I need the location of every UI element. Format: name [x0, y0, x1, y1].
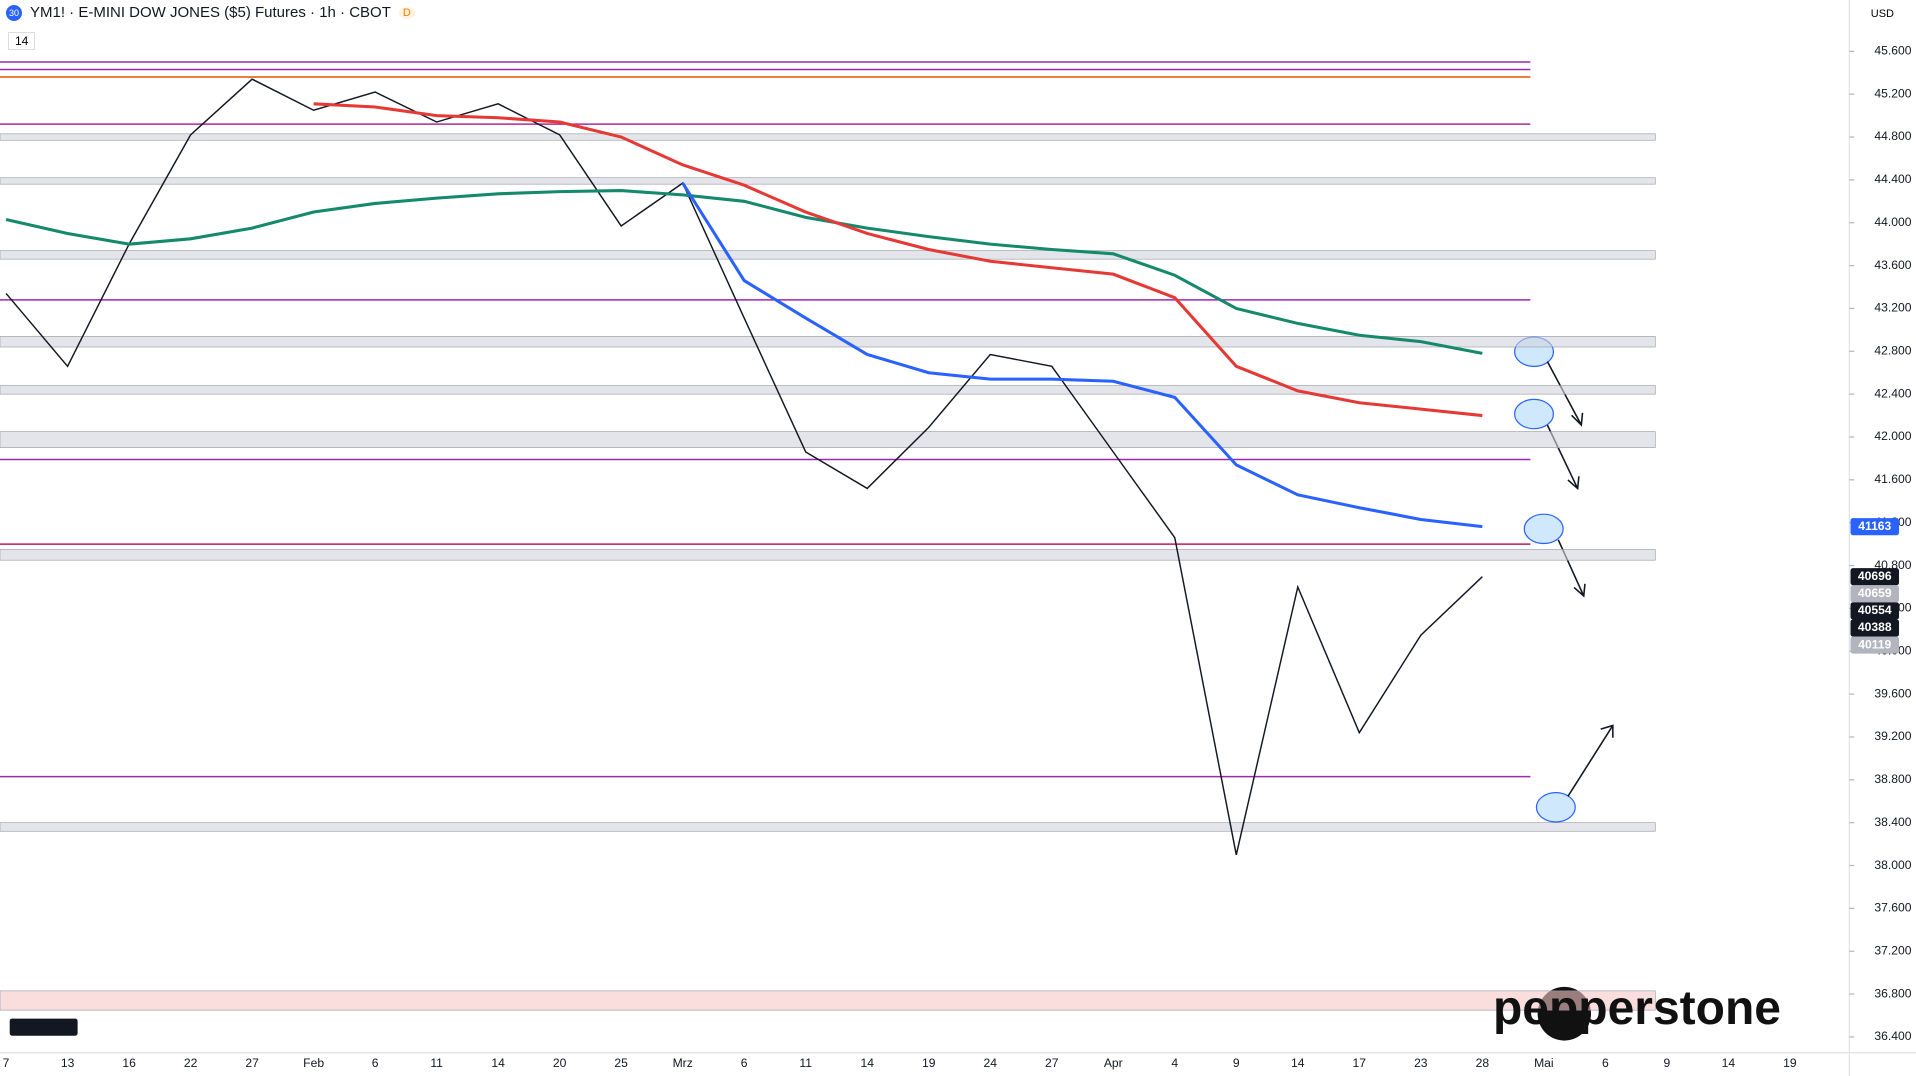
y-tick-label: 45.600 [1874, 44, 1911, 58]
price-tag-label: 41163 [1858, 519, 1891, 533]
y-tick-label: 39.200 [1874, 729, 1911, 743]
indicator[interactable]: 14 [8, 32, 36, 50]
price-tag [1850, 518, 1900, 536]
zone [0, 177, 1656, 185]
price-tag [1850, 602, 1900, 620]
x-tick-label: 14 [860, 1056, 874, 1070]
y-tick-label: 37.200 [1874, 943, 1911, 957]
price-tag [1850, 568, 1900, 586]
x-tick-label: 11 [799, 1056, 812, 1070]
annotations [1514, 336, 1576, 823]
x-tick-label: 20 [553, 1056, 567, 1070]
y-tick-label: 43.200 [1874, 301, 1911, 315]
x-tick-label: Apr [1104, 1056, 1123, 1070]
x-tick-label: 13 [61, 1056, 75, 1070]
x-tick-label: 28 [1476, 1056, 1490, 1070]
x-tick-label: 14 [491, 1056, 505, 1070]
y-tick-label: 44.000 [1874, 215, 1911, 229]
x-tick-label: 25 [614, 1056, 628, 1070]
zone [0, 990, 1656, 1011]
x-tick-label: 6 [372, 1056, 379, 1070]
x-tick-label: 24 [983, 1056, 997, 1070]
series-line [313, 102, 1483, 418]
x-tick-label: Feb [303, 1056, 324, 1070]
series-line [5, 189, 1483, 355]
zone [0, 385, 1656, 395]
y-tick-label: 36.400 [1874, 1029, 1911, 1043]
price-tag-label: 40659 [1858, 586, 1892, 600]
x-tick-label: 11 [430, 1056, 443, 1070]
x-tick-label: 16 [122, 1056, 136, 1070]
y-tick-label: 42.800 [1874, 343, 1911, 357]
zone [0, 822, 1656, 832]
x-tick-label: 17 [1353, 1056, 1367, 1070]
y-tick-label: 43.600 [1874, 258, 1911, 272]
y-tick-label: 42.000 [1874, 429, 1911, 443]
flag: D [398, 6, 415, 19]
arrows [1546, 361, 1614, 797]
x-tick-label: 9 [1663, 1056, 1670, 1070]
price-tag-label: 40696 [1858, 569, 1892, 583]
y-tick-label: 44.400 [1874, 172, 1911, 186]
x-tick-label: 9 [1233, 1056, 1240, 1070]
zone [0, 431, 1656, 449]
x-tick-label: 14 [1291, 1056, 1305, 1070]
x-tick-label: 6 [741, 1056, 748, 1070]
price-tag [1850, 585, 1900, 603]
header: 30 YM1! · E-MINI DOW JONES ($5) Futures … [6, 4, 415, 21]
price-tag-label: 40554 [1858, 603, 1892, 617]
x-tick-label: 23 [1414, 1056, 1428, 1070]
x-tick-label: 4 [1171, 1056, 1178, 1070]
x-tick-label: 27 [245, 1056, 259, 1070]
y-tick-label: 42.400 [1874, 386, 1911, 400]
y-tick-label: 38.000 [1874, 858, 1911, 872]
zone [0, 549, 1656, 561]
zone [0, 335, 1656, 348]
series-line [5, 78, 1483, 855]
brand: pepperstone [1492, 982, 1781, 1035]
x-tick-label: Mrz [673, 1056, 693, 1070]
x-tick-label: 22 [184, 1056, 198, 1070]
x-tick-label: 14 [1722, 1056, 1736, 1070]
price-tag-label: 40119 [1858, 637, 1891, 651]
x-tick-label: 27 [1045, 1056, 1059, 1070]
zone [0, 250, 1656, 260]
x-tick-label: 6 [1602, 1056, 1609, 1070]
x-tick-label: Mai [1534, 1056, 1554, 1070]
price-tag-label: 40388 [1858, 620, 1892, 634]
y-tick-label: 38.400 [1874, 815, 1911, 829]
currency[interactable]: USD [1870, 8, 1894, 20]
tv-logo [9, 1018, 78, 1036]
badge: 30 [6, 4, 22, 21]
y-tick-label: 44.800 [1874, 129, 1911, 143]
y-tick-label: 37.600 [1874, 901, 1911, 915]
y-tick-label: 38.800 [1874, 772, 1911, 786]
zone [0, 133, 1656, 141]
y-tick-label: 36.800 [1874, 986, 1911, 1000]
y-tick-label: 41.600 [1874, 472, 1911, 486]
x-tick-label: 7 [3, 1056, 10, 1070]
y-tick-label: 45.200 [1874, 86, 1911, 100]
title: YM1! · E-MINI DOW JONES ($5) Futures · 1… [30, 4, 391, 21]
y-tick-label: 39.600 [1874, 686, 1911, 700]
price-tag [1850, 636, 1900, 654]
series-line [681, 182, 1483, 529]
price-tag [1850, 619, 1900, 637]
x-tick-label: 19 [1783, 1056, 1797, 1070]
x-tick-label: 19 [922, 1056, 936, 1070]
